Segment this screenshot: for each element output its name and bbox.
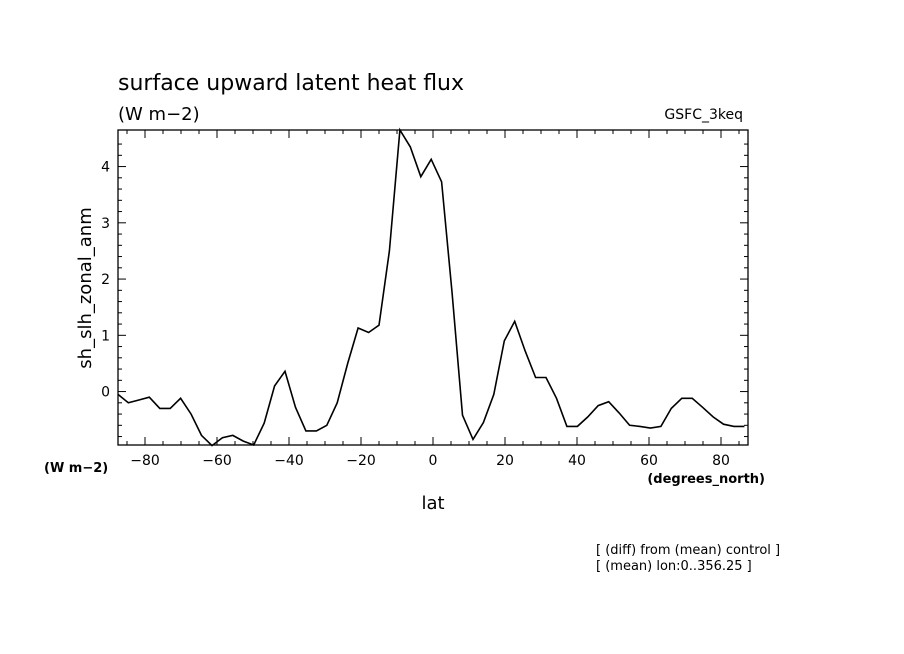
y-tick-label: 0	[101, 385, 110, 401]
x-minor-ticks	[126, 130, 740, 445]
footnote-diff: [ (diff) from (mean) control ]	[596, 543, 780, 558]
y-axis-units: (W m−2)	[44, 461, 108, 476]
x-tick-label: 0	[429, 453, 438, 469]
y-axis-ticks: 0 1 2 3 4	[101, 160, 748, 401]
x-axis-label: lat	[421, 493, 444, 514]
x-axis-units: (degrees_north)	[647, 472, 765, 487]
y-tick-label: 1	[101, 328, 110, 344]
x-tick-label: −20	[346, 453, 376, 469]
chart-units: (W m−2)	[118, 104, 200, 125]
y-tick-label: 3	[101, 216, 110, 232]
y-tick-label: 2	[101, 272, 110, 288]
x-tick-label: −80	[130, 453, 160, 469]
x-tick-label: −40	[274, 453, 304, 469]
x-tick-label: −60	[202, 453, 232, 469]
x-tick-label: 20	[496, 453, 514, 469]
x-tick-label: 80	[712, 453, 730, 469]
y-tick-label: 4	[101, 160, 110, 176]
y-minor-ticks	[118, 143, 748, 438]
x-tick-label: 40	[568, 453, 586, 469]
dataset-label: GSFC_3keq	[664, 107, 743, 123]
x-tick-label: 60	[640, 453, 658, 469]
plot-frame	[117, 129, 749, 446]
x-axis-ticks: −80 −60 −40 −20 0 20 40 60 80	[130, 130, 730, 469]
data-line	[117, 127, 745, 447]
y-axis-label: sh_slh_zonal_anm	[75, 207, 96, 368]
chart-title: surface upward latent heat flux	[118, 71, 464, 96]
footnote-mean: [ (mean) lon:0..356.25 ]	[596, 559, 752, 574]
